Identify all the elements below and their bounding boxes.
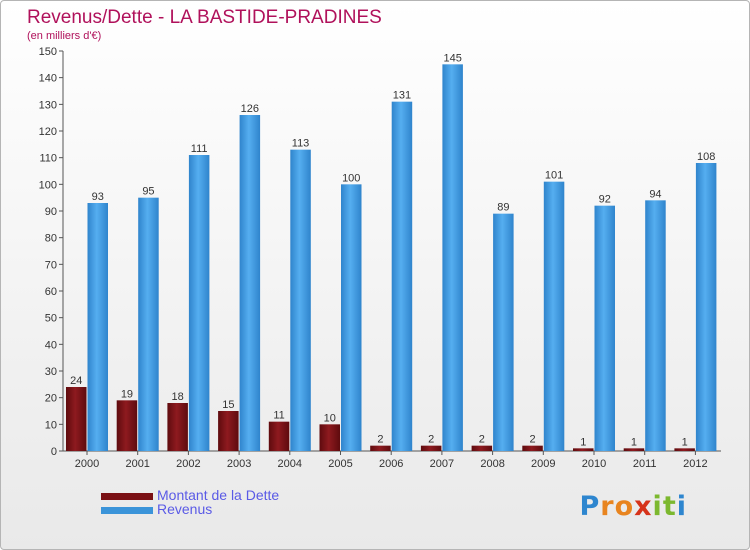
bar-dette-2005 — [319, 424, 340, 451]
logo-letter-p: P — [579, 491, 601, 522]
data-label-dette-2000: 24 — [70, 375, 82, 387]
x-tick-label-2003: 2003 — [227, 458, 251, 470]
bar-dette-2007 — [420, 445, 442, 451]
bar-dette-2006 — [370, 445, 391, 451]
y-tick-label: 130 — [39, 99, 57, 111]
logo-letter-o: o — [614, 491, 635, 522]
bar-revenus-2012 — [695, 163, 717, 451]
bar-revenus-2007 — [442, 64, 463, 452]
data-label-revenus-2001: 95 — [142, 186, 154, 198]
bar-revenus-2002 — [188, 155, 210, 451]
bar-dette-2004 — [268, 421, 290, 451]
bar-dette-2011 — [623, 448, 645, 451]
x-tick-label-2010: 2010 — [582, 458, 606, 470]
y-tick-label: 100 — [39, 179, 57, 191]
bar-revenus-2008 — [493, 213, 514, 451]
y-tick-label: 0 — [51, 446, 57, 458]
bar-dette-2010 — [573, 448, 594, 451]
y-tick-label: 50 — [45, 313, 57, 325]
data-label-dette-2003: 15 — [222, 399, 234, 411]
chart-subtitle: (en milliers d'€) — [27, 30, 102, 42]
y-tick-label: 80 — [45, 233, 57, 245]
y-tick-label: 110 — [39, 153, 57, 165]
data-label-revenus-2009: 101 — [545, 170, 563, 182]
data-label-dette-2011: 1 — [631, 436, 637, 448]
bar-revenus-2010 — [594, 205, 615, 451]
logo-letter-t: t — [662, 491, 677, 522]
x-tick-label-2000: 2000 — [75, 458, 99, 470]
legend-label-dette: Montant de la Dette — [157, 487, 280, 503]
legend-label-revenus: Revenus — [157, 501, 213, 517]
legend-item-dette: Montant de la Dette — [101, 487, 279, 503]
data-label-revenus-2006: 131 — [393, 90, 411, 102]
data-label-revenus-2011: 94 — [649, 188, 661, 200]
data-label-dette-2001: 19 — [121, 388, 133, 400]
x-tick-label-2006: 2006 — [379, 458, 403, 470]
y-tick-label: 20 — [45, 393, 57, 405]
x-tick-label-2001: 2001 — [125, 458, 149, 470]
legend-item-revenus: Revenus — [101, 501, 212, 517]
x-tick-label-2002: 2002 — [176, 458, 200, 470]
legend-swatch-dette — [101, 492, 153, 500]
y-tick-label: 140 — [39, 73, 57, 85]
bar-dette-2002 — [167, 403, 188, 451]
data-label-dette-2002: 18 — [172, 391, 184, 403]
data-label-revenus-2007: 145 — [443, 52, 461, 64]
bar-dette-2001 — [116, 400, 138, 451]
x-tick-label-2007: 2007 — [430, 458, 454, 470]
data-label-revenus-2003: 126 — [241, 103, 259, 115]
x-tick-label-2004: 2004 — [278, 458, 302, 470]
logo-letter-r: r — [600, 491, 615, 522]
proxiti-logo: Proxiti — [579, 491, 687, 522]
bar-revenus-2009 — [543, 181, 565, 451]
data-label-revenus-2012: 108 — [697, 151, 715, 163]
x-tick-label-2012: 2012 — [683, 458, 707, 470]
y-tick-label: 70 — [45, 259, 57, 271]
bar-dette-2009 — [522, 445, 543, 451]
y-tick-label: 30 — [45, 366, 57, 378]
data-label-revenus-2005: 100 — [342, 172, 360, 184]
legend-swatch-revenus — [101, 506, 153, 514]
data-label-dette-2006: 2 — [377, 434, 383, 446]
data-label-revenus-2008: 89 — [497, 202, 509, 214]
data-label-revenus-2004: 113 — [292, 138, 310, 150]
bar-dette-2003 — [218, 411, 239, 451]
bar-revenus-2006 — [391, 101, 413, 452]
data-label-dette-2010: 1 — [580, 436, 586, 448]
data-label-revenus-2010: 92 — [599, 194, 611, 206]
y-tick-label: 40 — [45, 339, 57, 351]
bar-dette-2012 — [674, 448, 695, 451]
data-label-revenus-2000: 93 — [92, 191, 104, 203]
data-label-dette-2005: 10 — [324, 412, 336, 424]
data-label-dette-2007: 2 — [428, 434, 434, 446]
bar-revenus-2005 — [341, 184, 362, 452]
bar-revenus-2011 — [645, 200, 666, 451]
bar-revenus-2003 — [239, 115, 261, 451]
x-tick-label-2005: 2005 — [328, 458, 352, 470]
data-label-dette-2008: 2 — [479, 434, 485, 446]
bar-dette-2008 — [471, 445, 493, 451]
bar-dette-2000 — [66, 387, 87, 451]
bar-revenus-2000 — [87, 203, 108, 451]
y-tick-label: 60 — [45, 286, 57, 298]
logo-letter-i1: i — [652, 491, 663, 522]
data-label-dette-2009: 2 — [529, 434, 535, 446]
x-tick-label-2011: 2011 — [633, 458, 657, 470]
x-tick-label-2009: 2009 — [531, 458, 555, 470]
bar-revenus-2004 — [290, 149, 311, 451]
data-label-dette-2012: 1 — [682, 436, 688, 448]
logo-letter-i2: i — [676, 491, 687, 522]
y-tick-label: 90 — [45, 206, 57, 218]
y-tick-label: 10 — [45, 419, 57, 431]
logo-letter-x: x — [634, 491, 653, 522]
y-tick-label: 120 — [39, 126, 57, 138]
bar-revenus-2001 — [138, 197, 159, 451]
y-tick-label: 150 — [39, 46, 57, 58]
chart-title: Revenus/Dette - LA BASTIDE-PRADINES — [27, 7, 382, 28]
x-tick-label-2008: 2008 — [480, 458, 504, 470]
data-label-dette-2004: 11 — [273, 410, 284, 422]
data-label-revenus-2002: 111 — [191, 143, 208, 155]
